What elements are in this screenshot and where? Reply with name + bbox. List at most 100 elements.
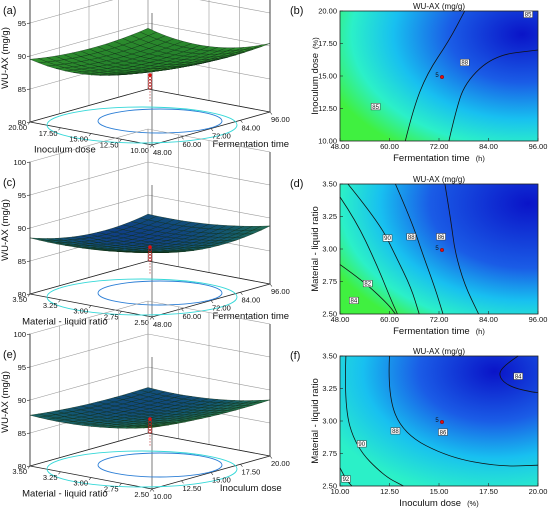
y-tick-label: 15.00	[212, 476, 231, 485]
y-tick-mark	[210, 128, 214, 132]
contour-label: 84	[515, 374, 522, 380]
y-tick-label: 2.75	[322, 277, 337, 286]
x-tick-label: 3.50	[12, 467, 27, 476]
y-tick-label: 17.50	[242, 467, 261, 476]
y-tick-label: 48.00	[153, 148, 172, 157]
design-point-marker	[148, 85, 152, 90]
y-tick-label: 17.50	[318, 39, 337, 48]
contour-line	[499, 355, 538, 393]
x-tick-label: 3.50	[12, 295, 27, 304]
y-tick-label: 96.00	[271, 115, 290, 124]
y-tick-label: 12.50	[318, 104, 337, 113]
contour-plot-area	[339, 355, 539, 487]
z-tick-label: 90	[18, 224, 26, 233]
x-tick-label: 20.00	[8, 123, 27, 132]
y-tick-label: 72.00	[212, 304, 231, 313]
x-tick-label: 15.00	[430, 487, 449, 496]
x-tick-label: 10.00	[331, 487, 350, 496]
x-tick-mark	[149, 144, 153, 148]
contour-panel-5: 84 86 88 90 92 5 WU-AX (mg/g) 10.00 12.50 15.00 17…	[290, 347, 547, 509]
y-axis-title: Inoculum dose (%)	[310, 37, 321, 115]
panel-letter: (d)	[290, 178, 303, 190]
z-tick-mark	[26, 194, 31, 196]
design-point-marker	[148, 257, 152, 262]
panel-letter: (c)	[3, 177, 16, 189]
y-tick-mark	[181, 136, 184, 140]
y-tick-mark	[269, 111, 273, 115]
contour-panel-1: 85 88 85 5 WU-AX (mg/g) 48.00 60.00 72.00 84.00 9…	[290, 2, 547, 164]
contour-line	[448, 49, 539, 142]
z-tick-label: 80	[18, 462, 26, 471]
x-tick-label: 60.00	[380, 142, 399, 151]
z-tick-label: 100	[13, 330, 26, 339]
contour-label-box	[370, 103, 381, 111]
x-tick-mark	[58, 471, 61, 475]
contour-panel-3: 84 82 90 88 86 5 WU-AX (mg/g) 48.00 60.00 72.00 84…	[290, 175, 547, 337]
x-axis-title: Material - liquid ratio	[22, 488, 108, 499]
x-tick-label: 72.00	[430, 315, 449, 324]
y-tick-label: 84.00	[242, 295, 261, 304]
x-tick-label: 3.00	[73, 479, 88, 488]
x-tick-label: 17.50	[479, 487, 498, 496]
contour-label-box	[341, 475, 351, 483]
z-axis-title: WU-AX (mg/g)	[0, 27, 11, 89]
contour-title: WU-AX (mg/g)	[413, 175, 465, 184]
z-tick-label: 80	[18, 290, 26, 299]
y-tick-mark	[269, 455, 273, 459]
contour-label: 86	[438, 235, 445, 241]
y-tick-label: 3.00	[322, 417, 337, 426]
x-axis-unit: (h)	[476, 154, 486, 163]
z-tick-mark	[26, 399, 31, 401]
y-axis-label: Material - liquid ratio	[310, 206, 321, 292]
contour-label: 92	[343, 477, 350, 483]
x-tick-label: 84.00	[479, 315, 498, 324]
z-tick-label: 95	[18, 363, 26, 372]
y-tick-mark	[181, 480, 184, 484]
x-tick-label: 96.00	[529, 315, 548, 324]
x-tick-label: 2.75	[104, 312, 119, 321]
contour-title: WU-AX (mg/g)	[413, 347, 465, 356]
surface-panel-2: 80 85 90 95 100 WU-AX (mg/g) 3.50 3.25 3.00 2.75 2…	[0, 128, 290, 329]
design-point	[148, 73, 152, 77]
x-tick-label: 2.50	[134, 318, 149, 327]
contour-label-box	[459, 58, 470, 66]
y-tick-label: 3.00	[322, 245, 337, 254]
z-tick-mark	[26, 293, 31, 295]
contour-label-box	[390, 427, 401, 435]
x-tick-label: 3.00	[73, 307, 88, 316]
x-tick-label: 48.00	[331, 142, 350, 151]
design-point	[440, 420, 445, 425]
wall-grid-line	[29, 161, 271, 196]
floor-contour	[97, 452, 223, 478]
contour-label: 84	[351, 299, 358, 305]
contour-label: 85	[372, 105, 379, 111]
floor-contour	[46, 450, 238, 488]
y-tick-mark	[269, 283, 273, 287]
y-tick-label: 96.00	[271, 287, 290, 296]
panel-letter: (e)	[3, 349, 16, 361]
z-tick-mark	[26, 333, 31, 335]
x-tick-label: 2.75	[104, 484, 119, 493]
contour-line	[339, 196, 398, 315]
contour-label-box	[362, 280, 373, 288]
z-tick-label: 90	[18, 396, 26, 405]
x-tick-label: 15.00	[69, 135, 88, 144]
contour-label-box	[349, 296, 359, 304]
x-axis-title: Material - liquid ratio	[22, 316, 108, 327]
design-point	[440, 74, 445, 79]
y-tick-label: 20.00	[271, 459, 290, 468]
z-tick-label: 85	[18, 85, 26, 94]
contour-label-box	[523, 10, 533, 18]
x-tick-mark	[27, 121, 31, 125]
x-tick-label: 48.00	[331, 315, 350, 324]
x-tick-label: 84.00	[479, 142, 498, 151]
y-axis-label: Inoculum dose	[310, 53, 321, 115]
y-tick-label: 60.00	[183, 312, 202, 321]
floor-contour	[97, 280, 223, 306]
x-tick-label: 3.25	[43, 301, 58, 310]
panel-letter: (a)	[3, 5, 16, 17]
contour-label: 90	[384, 236, 391, 242]
y-axis-title: Material - liquid ratio	[310, 206, 321, 292]
surface-facet	[143, 68, 161, 72]
